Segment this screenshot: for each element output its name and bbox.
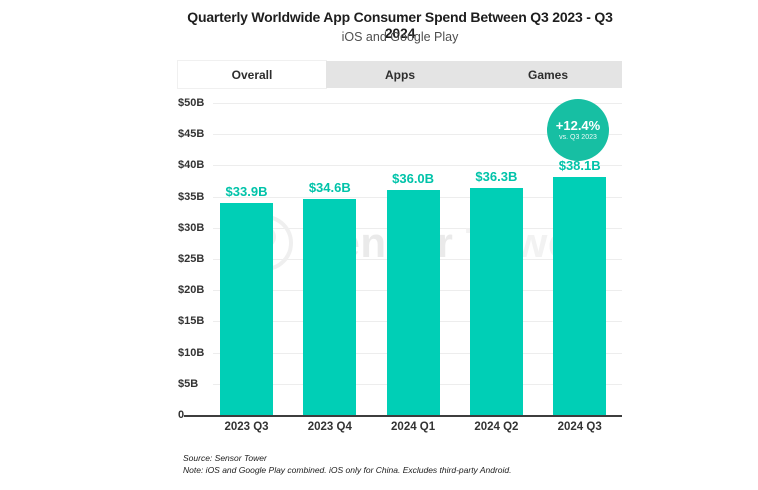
y-axis-tick-0: 0 bbox=[178, 409, 185, 421]
chart-title: Quarterly Worldwide App Consumer Spend B… bbox=[187, 9, 613, 41]
y-axis-tick-30b: $30B bbox=[178, 221, 205, 234]
y-axis-tick-25b: $25B bbox=[178, 253, 205, 265]
chart-subtitle: iOS and Google Play bbox=[341, 30, 459, 44]
y-axis-tick-15b: $15B bbox=[178, 315, 205, 328]
tab-games[interactable]: Games bbox=[474, 61, 622, 88]
growth-badge: +12.4% vs. Q3 2023 bbox=[547, 99, 609, 161]
bar-2023-q3 bbox=[220, 203, 273, 415]
y-axis-tick-35b: $35B bbox=[178, 190, 205, 203]
tab-apps[interactable]: Apps bbox=[326, 61, 474, 88]
bar-2024-q2 bbox=[469, 188, 523, 415]
bar-2023-q4 bbox=[303, 199, 357, 415]
y-axis-tick-50b: $50B bbox=[178, 97, 205, 109]
badge-caption: vs. Q3 2023 bbox=[559, 134, 597, 141]
y-axis-tick-40b: $40B bbox=[178, 159, 205, 172]
y-axis-tick-5b: $5B bbox=[178, 377, 199, 390]
tab-overall[interactable]: Overall bbox=[177, 60, 327, 89]
bar-value-label-2024-q2: $36.3B bbox=[475, 169, 518, 184]
gridline-45b bbox=[213, 134, 622, 136]
bar-value-label-2023-q4: $34.6B bbox=[308, 180, 351, 195]
bar-value-label-2024-q3: $38.1B bbox=[558, 158, 601, 173]
tab-bar: Overall Apps Games bbox=[177, 60, 622, 89]
bar-value-label-2024-q1: $36.0B bbox=[392, 171, 435, 186]
x-axis-line bbox=[184, 415, 622, 417]
x-axis-label-2024-q1: 2024 Q1 bbox=[391, 421, 436, 433]
note-text: Note: iOS and Google Play combined. iOS … bbox=[183, 465, 512, 475]
bar-2024-q1 bbox=[386, 190, 440, 415]
source-text: Source: Sensor Tower bbox=[183, 453, 267, 463]
y-axis-tick-20b: $20B bbox=[178, 284, 205, 297]
y-axis-tick-10b: $10B bbox=[178, 346, 205, 359]
x-axis-label-2023-q4: 2023 Q4 bbox=[307, 421, 352, 433]
x-axis-label-2023-q3: 2023 Q3 bbox=[224, 421, 269, 433]
y-axis-tick-45b: $45B bbox=[178, 128, 205, 141]
x-axis-label-2024-q2: 2024 Q2 bbox=[474, 421, 519, 433]
bar-value-label-2023-q3: $33.9B bbox=[225, 184, 268, 199]
x-axis-label-2024-q3: 2024 Q3 bbox=[557, 421, 602, 433]
bar-2024-q3 bbox=[553, 177, 607, 415]
badge-value: +12.4% bbox=[555, 118, 601, 133]
gridline-50b bbox=[213, 103, 622, 104]
gridline-40b bbox=[213, 165, 622, 167]
